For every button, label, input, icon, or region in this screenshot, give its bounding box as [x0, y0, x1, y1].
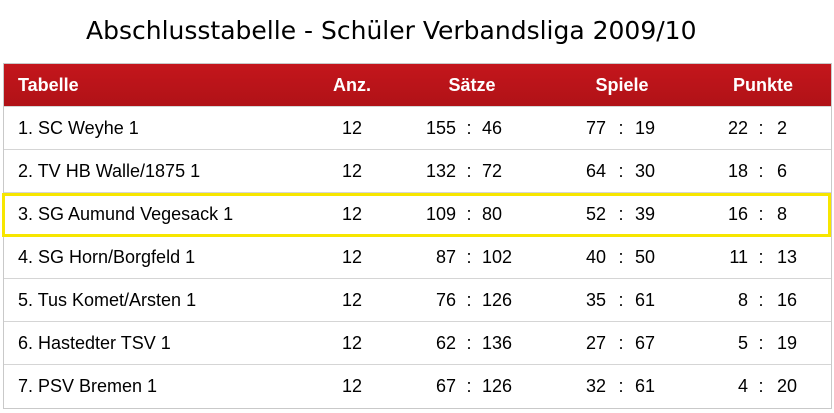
cell-punkte-sep: :	[758, 160, 764, 181]
cell-punkte-sep: :	[758, 246, 764, 267]
cell-spiele-sep: :	[618, 160, 624, 181]
cell-punkte-lost: 2	[777, 117, 788, 138]
standings-table: Tabelle Anz. Sätze Spiele Punkte 1. SC W…	[3, 63, 832, 409]
cell-punkte-lost: 16	[777, 289, 798, 310]
cell-saetze-won: 76	[435, 289, 456, 310]
cell-saetze-sep: :	[466, 246, 472, 267]
cell-anz: 12	[341, 117, 363, 138]
cell-saetze-lost: 46	[482, 117, 503, 138]
cell-team: 7. PSV Bremen 1	[18, 375, 158, 396]
table-row: 2. TV HB Walle/1875 1 12 132:72 64:30 18:6	[4, 149, 831, 192]
cell-anz: 12	[341, 375, 363, 396]
cell-spiele-won: 40	[585, 246, 606, 267]
cell-saetze-lost: 136	[482, 332, 513, 353]
cell-punkte-lost: 6	[777, 160, 788, 181]
header-saetze: Sätze	[448, 74, 496, 95]
cell-spiele-sep: :	[618, 246, 624, 267]
cell-saetze-sep: :	[466, 375, 472, 396]
cell-spiele-lost: 67	[635, 332, 656, 353]
cell-punkte-sep: :	[758, 332, 764, 353]
cell-spiele-sep: :	[618, 203, 624, 224]
table-header: Tabelle Anz. Sätze Spiele Punkte	[4, 64, 831, 106]
cell-saetze-sep: :	[466, 117, 472, 138]
cell-punkte-won: 8	[737, 289, 748, 310]
cell-punkte-lost: 19	[777, 332, 798, 353]
header-team: Tabelle	[18, 74, 79, 95]
cell-team: 5. Tus Komet/Arsten 1	[18, 289, 197, 310]
cell-saetze-won: 87	[435, 246, 456, 267]
cell-team: 1. SC Weyhe 1	[18, 117, 139, 138]
cell-punkte-won: 4	[737, 375, 748, 396]
cell-spiele-lost: 30	[635, 160, 656, 181]
cell-spiele-sep: :	[618, 332, 624, 353]
cell-anz: 12	[341, 246, 363, 267]
cell-punkte-lost: 20	[777, 375, 798, 396]
cell-saetze-won: 132	[425, 160, 456, 181]
cell-spiele-lost: 19	[635, 117, 656, 138]
cell-punkte-sep: :	[758, 117, 764, 138]
cell-saetze-won: 67	[435, 375, 456, 396]
cell-punkte-won: 22	[727, 117, 748, 138]
cell-saetze-won: 155	[425, 117, 456, 138]
header-spiele: Spiele	[595, 74, 649, 95]
cell-spiele-won: 64	[585, 160, 606, 181]
cell-punkte-won: 11	[729, 246, 748, 267]
page-title: Abschlusstabelle - Schüler Verbandsliga …	[86, 16, 697, 45]
cell-saetze-lost: 126	[482, 289, 513, 310]
cell-spiele-won: 32	[585, 375, 606, 396]
cell-spiele-lost: 50	[635, 246, 656, 267]
cell-saetze-won: 109	[425, 203, 456, 224]
cell-team: 3. SG Aumund Vegesack 1	[18, 203, 234, 224]
cell-saetze-sep: :	[466, 332, 472, 353]
cell-saetze-sep: :	[466, 160, 472, 181]
cell-team: 4. SG Horn/Borgfeld 1	[18, 246, 196, 267]
cell-saetze-won: 62	[435, 332, 456, 353]
table-row: 5. Tus Komet/Arsten 1 12 76:126 35:61 8:16	[4, 278, 831, 321]
table-row: 6. Hastedter TSV 1 12 62:136 27:67 5:19	[4, 321, 831, 364]
cell-punkte-won: 18	[727, 160, 748, 181]
cell-anz: 12	[341, 289, 363, 310]
cell-anz: 12	[341, 160, 363, 181]
cell-saetze-lost: 72	[482, 160, 503, 181]
cell-team: 2. TV HB Walle/1875 1	[18, 160, 201, 181]
cell-punkte-sep: :	[758, 375, 764, 396]
header-punkte: Punkte	[732, 74, 793, 95]
cell-spiele-won: 27	[585, 332, 606, 353]
cell-spiele-lost: 61	[635, 289, 656, 310]
cell-spiele-won: 35	[585, 289, 606, 310]
cell-punkte-won: 5	[737, 332, 748, 353]
cell-spiele-won: 52	[585, 203, 606, 224]
cell-punkte-lost: 8	[777, 203, 788, 224]
cell-anz: 12	[341, 332, 363, 353]
cell-punkte-sep: :	[758, 289, 764, 310]
cell-saetze-lost: 126	[482, 375, 513, 396]
cell-punkte-sep: :	[758, 203, 764, 224]
cell-team: 6. Hastedter TSV 1	[18, 332, 171, 353]
cell-saetze-sep: :	[466, 203, 472, 224]
cell-saetze-lost: 80	[482, 203, 503, 224]
table-row: 4. SG Horn/Borgfeld 1 12 87:102 40:50 11:13	[4, 235, 831, 278]
cell-spiele-won: 77	[585, 117, 606, 138]
table-row: 7. PSV Bremen 1 12 67:126 32:61 4:20	[4, 364, 831, 407]
cell-spiele-lost: 61	[635, 375, 656, 396]
cell-saetze-sep: :	[466, 289, 472, 310]
header-anz: Anz.	[333, 74, 371, 95]
cell-anz: 12	[341, 203, 363, 224]
cell-spiele-sep: :	[618, 117, 624, 138]
cell-spiele-sep: :	[618, 375, 624, 396]
cell-spiele-sep: :	[618, 289, 624, 310]
table-row: 1. SC Weyhe 1 12 155:46 77:19 22:2	[4, 106, 831, 149]
cell-punkte-won: 16	[727, 203, 748, 224]
table-row: 3. SG Aumund Vegesack 1 12 109:80 52:39 16:8	[4, 192, 831, 235]
cell-spiele-lost: 39	[635, 203, 656, 224]
cell-punkte-lost: 13	[777, 246, 798, 267]
cell-saetze-lost: 102	[482, 246, 513, 267]
